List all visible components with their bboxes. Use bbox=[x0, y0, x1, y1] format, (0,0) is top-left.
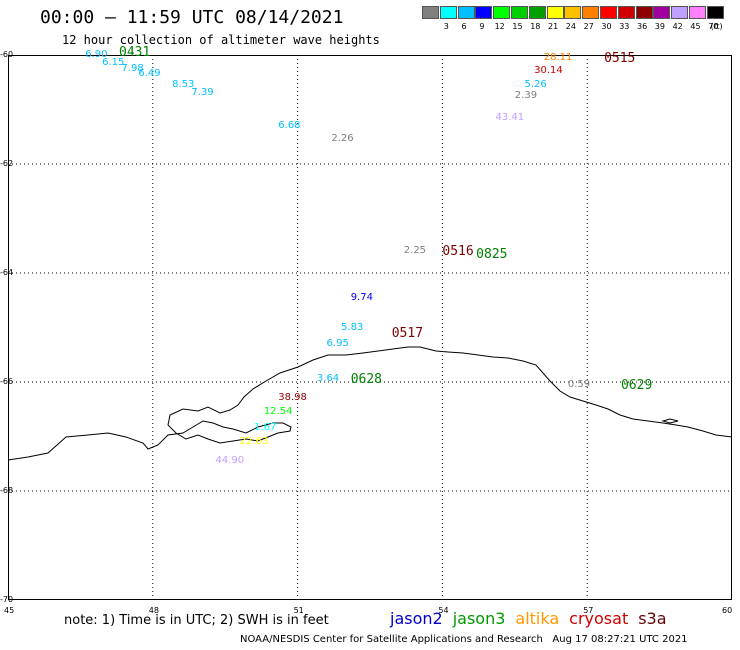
color-scale-label: 45 bbox=[690, 22, 701, 31]
color-scale-swatch bbox=[617, 6, 635, 19]
color-scale-label: 18 bbox=[530, 22, 541, 31]
longitude-tick-label: 45 bbox=[4, 606, 15, 615]
wave-height-value: 2.26 bbox=[331, 133, 354, 145]
latitude-tick-label: -62 bbox=[0, 159, 14, 168]
satellite-legend-entry: jason3 bbox=[452, 609, 506, 628]
color-scale-label: 42 bbox=[672, 22, 683, 31]
satellite-legend: jason2 jason3 altika cryosat s3a bbox=[390, 609, 677, 628]
color-scale-label: 36 bbox=[637, 22, 648, 31]
pass-time-label: 0515 bbox=[604, 50, 636, 66]
wave-height-value: 28.11 bbox=[543, 51, 573, 63]
pass-time-label: 0431 bbox=[119, 45, 151, 61]
color-scale-swatch bbox=[689, 6, 706, 19]
pass-time-label: 0825 bbox=[476, 246, 508, 262]
color-scale-label: 24 bbox=[565, 22, 576, 31]
wave-height-value: 3.64 bbox=[316, 373, 340, 385]
wave-height-value: 6.68 bbox=[278, 119, 301, 131]
wave-height-value: 7.98 bbox=[121, 62, 144, 74]
color-scale-label: 70 bbox=[708, 22, 719, 31]
color-scale-label: 39 bbox=[654, 22, 665, 31]
color-scale-label: 3 bbox=[443, 22, 449, 31]
satellite-legend-entry: altika bbox=[515, 609, 560, 628]
coastline bbox=[8, 346, 732, 461]
credit-line: NOAA/NESDIS Center for Satellite Applica… bbox=[240, 634, 688, 645]
wave-height-value: 0.59 bbox=[567, 378, 591, 390]
wave-height-value: 6.95 bbox=[326, 337, 349, 349]
color-scale-swatch bbox=[457, 6, 475, 19]
wave-height-value: 9.74 bbox=[350, 291, 373, 303]
color-scale-label: 21 bbox=[548, 22, 559, 31]
wave-height-value: 43.41 bbox=[495, 111, 525, 123]
wave-height-value: 22.63 bbox=[239, 435, 269, 447]
satellite-legend-entry: cryosat bbox=[569, 609, 629, 628]
wave-height-value: 44.90 bbox=[215, 455, 245, 467]
color-scale-swatch bbox=[511, 6, 528, 19]
color-scale-swatch bbox=[671, 6, 689, 19]
color-scale-swatch bbox=[528, 6, 546, 19]
color-scale-swatch bbox=[582, 6, 600, 19]
color-scale-label: 15 bbox=[512, 22, 523, 31]
longitude-tick-label: 51 bbox=[293, 606, 304, 615]
color-scale-label: 9 bbox=[479, 22, 485, 31]
footnote: note: 1) Time is in UTC; 2) SWH is in fe… bbox=[64, 613, 329, 628]
pass-time-label: 0628 bbox=[350, 372, 382, 388]
color-scale-swatch bbox=[546, 6, 564, 19]
wave-height-value: 38.98 bbox=[278, 392, 307, 404]
pass-time-label: 0629 bbox=[620, 377, 653, 393]
wave-height-value: 5.26 bbox=[524, 78, 547, 90]
color-scale-swatch bbox=[600, 6, 617, 19]
page-subtitle: 12 hour collection of altimeter wave hei… bbox=[62, 33, 380, 47]
wave-height-value: 5.83 bbox=[341, 321, 364, 333]
page-title: 00:00 – 11:59 UTC 08/14/2021 bbox=[40, 7, 344, 28]
wave-height-value: 30.14 bbox=[534, 65, 563, 77]
map-plot-area bbox=[8, 55, 732, 600]
wave-height-value: 1.67 bbox=[254, 422, 277, 434]
color-scale-swatch bbox=[493, 6, 511, 19]
color-scale-label: 33 bbox=[619, 22, 630, 31]
satellite-legend-entry: jason2 bbox=[390, 609, 443, 628]
wave-height-value: 7.39 bbox=[191, 87, 214, 99]
color-scale-swatch bbox=[653, 6, 671, 19]
color-scale-swatch bbox=[422, 6, 439, 19]
color-scale-unit: (ft) bbox=[710, 22, 723, 31]
color-scale-swatch bbox=[706, 6, 724, 19]
color-scale-swatch bbox=[475, 6, 493, 19]
satellite-legend-entry: s3a bbox=[638, 609, 667, 628]
wave-height-value: 2.39 bbox=[514, 89, 538, 101]
map-canvas bbox=[8, 55, 732, 600]
color-scale-label: 6 bbox=[461, 22, 467, 31]
longitude-tick-label: 54 bbox=[438, 606, 449, 615]
wave-height-value: 6.90 bbox=[85, 49, 108, 60]
longitude-tick-label: 48 bbox=[148, 606, 159, 615]
wave-height-value: 8.53 bbox=[172, 78, 195, 90]
wave-height-value: 6.49 bbox=[138, 68, 161, 80]
wave-height-value: 6.15 bbox=[102, 57, 125, 69]
latitude-tick-label: -60 bbox=[0, 50, 14, 59]
latitude-tick-label: -66 bbox=[0, 377, 14, 386]
color-scale-swatch bbox=[439, 6, 457, 19]
latitude-tick-label: -68 bbox=[0, 486, 14, 495]
color-scale-label: 12 bbox=[494, 22, 505, 31]
color-scale-swatch bbox=[564, 6, 582, 19]
map-frame bbox=[8, 55, 732, 600]
wave-height-value: 2.25 bbox=[403, 245, 427, 257]
color-scale-label: 27 bbox=[583, 22, 594, 31]
pass-time-label: 0516 bbox=[442, 244, 474, 260]
longitude-tick-label: 57 bbox=[583, 606, 594, 615]
latitude-tick-label: -70 bbox=[0, 595, 14, 604]
color-scale-label: 30 bbox=[601, 22, 612, 31]
longitude-tick-label: 60 bbox=[722, 606, 733, 615]
latitude-tick-label: -64 bbox=[0, 268, 14, 277]
color-scale-swatch bbox=[635, 6, 653, 19]
island-outline bbox=[661, 418, 679, 424]
wave-height-value: 12.54 bbox=[263, 405, 293, 417]
pass-time-label: 0517 bbox=[391, 325, 424, 341]
